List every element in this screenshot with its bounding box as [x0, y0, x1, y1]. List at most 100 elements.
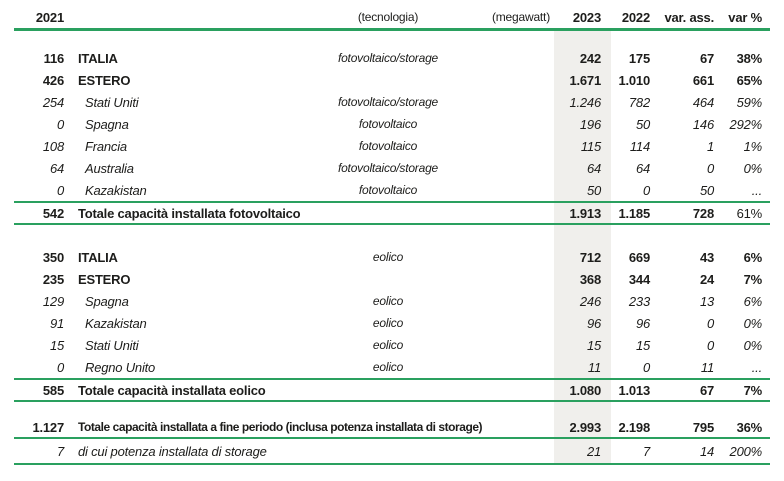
value-2021: 1.127 — [32, 419, 64, 435]
value-2022: 175 — [628, 50, 650, 66]
value-var-abs: 67 — [699, 382, 714, 398]
value-2022: 782 — [628, 94, 650, 110]
value-var-abs: 728 — [692, 205, 714, 221]
value-2023: 368 — [579, 271, 601, 287]
value-2023: 96 — [586, 315, 601, 331]
tech-label: fotovoltaico/storage — [337, 95, 439, 109]
row-label: Francia — [85, 138, 127, 154]
value-2022: 64 — [635, 160, 650, 176]
value-2023: 64 — [586, 160, 601, 176]
row-label: Regno Unito — [85, 359, 156, 375]
tech-label: fotovoltaico — [358, 139, 418, 153]
row-label: Kazakistan — [85, 315, 147, 331]
table-header-row: 2021 (tecnologia) (megawatt) 2023 2022 v… — [14, 6, 770, 28]
value-2023: 246 — [579, 293, 601, 309]
value-var-abs: 50 — [699, 182, 714, 198]
row-label: Totale capacità installata fotovoltaico — [78, 205, 301, 221]
value-2023: 1.913 — [569, 205, 601, 221]
tech-label: eolico — [372, 316, 404, 330]
row-label: Totale capacità installata a fine period… — [78, 420, 483, 434]
table-row: 108 Francia fotovoltaico 115 114 1 1% — [14, 135, 770, 157]
tech-label: eolico — [372, 250, 404, 264]
value-var-pct: 200% — [729, 443, 763, 459]
total-row-eolico: 585 Totale capacità installata eolico 1.08… — [14, 378, 770, 402]
table-row: 116 ITALIA fotovoltaico/storage 242 175 67 38% — [14, 47, 770, 69]
value-2022: 7 — [642, 443, 650, 459]
value-2023: 242 — [579, 50, 601, 66]
value-2021: 91 — [49, 315, 64, 331]
value-var-pct: 7% — [743, 382, 763, 398]
value-2021: 7 — [56, 443, 64, 459]
table-row: 0 Spagna fotovoltaico 196 50 146 292% — [14, 113, 770, 135]
value-2023: 1.246 — [569, 94, 601, 110]
value-2023: 1.080 — [569, 382, 601, 398]
value-2022: 1.185 — [618, 205, 650, 221]
value-var-abs: 0 — [706, 160, 714, 176]
value-2022: 96 — [635, 315, 650, 331]
value-2023: 15 — [586, 337, 601, 353]
row-label: Totale capacità installata eolico — [78, 382, 266, 398]
value-2022: 1.013 — [618, 382, 650, 398]
value-2021: 116 — [43, 50, 65, 66]
value-2022: 50 — [635, 116, 650, 132]
value-2023: 50 — [586, 182, 601, 198]
storage-subtotal-row: 7 di cui potenza installata di storage 21 7… — [14, 439, 770, 465]
value-var-abs: 11 — [700, 359, 714, 375]
table-row: 129 Spagna eolico 246 233 13 6% — [14, 290, 770, 312]
value-2022: 1.010 — [618, 72, 650, 88]
row-label: di cui potenza installata di storage — [78, 443, 267, 459]
value-var-abs: 24 — [699, 271, 714, 287]
value-var-pct: 38% — [736, 50, 763, 66]
value-var-abs: 14 — [699, 443, 714, 459]
value-2022: 344 — [628, 271, 650, 287]
row-label: Kazakistan — [85, 182, 147, 198]
value-var-pct: 0% — [743, 160, 763, 176]
row-label: ITALIA — [78, 50, 118, 66]
value-2021: 350 — [42, 249, 64, 265]
value-2023: 21 — [586, 443, 601, 459]
header-2023: 2023 — [572, 9, 601, 25]
tech-label: fotovoltaico/storage — [337, 161, 439, 175]
value-var-abs: 0 — [706, 315, 714, 331]
value-var-abs: 43 — [699, 249, 714, 265]
value-var-pct: 1% — [743, 138, 763, 154]
header-var-ass: var. ass. — [664, 9, 714, 25]
row-gap — [14, 402, 770, 417]
table-row: 64 Australia fotovoltaico/storage 64 64 0 0% — [14, 157, 770, 179]
value-var-pct: 292% — [729, 116, 763, 132]
value-var-abs: 1 — [706, 138, 714, 154]
table-row: 91 Kazakistan eolico 96 96 0 0% — [14, 312, 770, 334]
value-var-pct: ... — [751, 182, 762, 198]
value-2023: 11 — [587, 359, 601, 375]
value-2021: 0 — [56, 359, 64, 375]
value-2022: 15 — [635, 337, 650, 353]
row-label: ESTERO — [78, 271, 131, 287]
header-divider-line — [14, 28, 770, 31]
value-2021: 0 — [56, 182, 64, 198]
row-label: ITALIA — [78, 249, 118, 265]
header-2021: 2021 — [35, 9, 64, 25]
value-var-abs: 661 — [692, 72, 714, 88]
table-row: 15 Stati Uniti eolico 15 15 0 0% — [14, 334, 770, 356]
table-row: 350 ITALIA eolico 712 669 43 6% — [14, 246, 770, 268]
value-2021: 15 — [49, 337, 64, 353]
column-2023-highlight — [554, 31, 611, 465]
value-2021: 542 — [42, 205, 64, 221]
value-2023: 712 — [579, 249, 601, 265]
value-2021: 426 — [42, 72, 64, 88]
tech-label: fotovoltaico/storage — [337, 51, 439, 65]
value-2021: 254 — [42, 94, 64, 110]
value-2022: 0 — [642, 182, 650, 198]
value-var-pct: 65% — [736, 72, 763, 88]
value-var-pct: 7% — [743, 271, 763, 287]
value-var-abs: 67 — [699, 50, 714, 66]
value-var-pct: 61% — [736, 205, 763, 221]
value-var-abs: 146 — [692, 116, 714, 132]
value-2021: 235 — [42, 271, 64, 287]
value-var-pct: 0% — [743, 315, 763, 331]
tech-label: eolico — [372, 360, 404, 374]
tech-label: fotovoltaico — [358, 117, 418, 131]
header-var-pct: var % — [728, 9, 762, 25]
value-2023: 2.993 — [569, 419, 601, 435]
